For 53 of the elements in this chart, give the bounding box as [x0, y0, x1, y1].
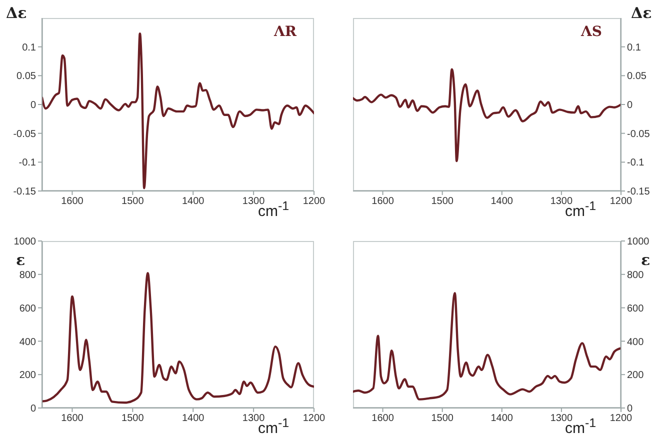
y2-axis-title: ε [641, 251, 650, 269]
y2-tick-label: 200 [627, 370, 644, 382]
y-tick-label: 0.1 [22, 42, 36, 54]
y2-tick-label: -0.15 [627, 186, 650, 198]
x-tick-label: 1400 [182, 413, 205, 424]
x-tick-label: 1500 [122, 196, 144, 208]
x-tick-label: 1600 [61, 413, 84, 424]
y2-tick-label: 0.1 [627, 42, 642, 54]
x-tick-label: 1200 [610, 196, 633, 208]
annotation: ΛS [581, 24, 602, 40]
y2-tick-label: 800 [627, 270, 644, 281]
y2-axis-title: Δε [631, 4, 652, 22]
y2-tick-label: 600 [627, 303, 644, 314]
x-tick-label: 1500 [431, 413, 454, 424]
y-tick-label: 800 [19, 270, 36, 281]
x-tick-label: 1600 [61, 196, 84, 208]
y-tick-label: -0.05 [13, 128, 36, 140]
x-tick-label: 1400 [490, 413, 514, 424]
x-tick-label: 1200 [302, 196, 326, 208]
line-series [353, 292, 621, 400]
line-series [353, 68, 621, 162]
y-axis-title: Δε [6, 4, 27, 22]
y2-tick-label: -0.05 [627, 128, 650, 140]
x-tick-label: 1500 [122, 413, 144, 424]
y2-tick-label: 400 [627, 336, 644, 348]
y-tick-label: 0.05 [16, 71, 36, 82]
x-tick-label: 1400 [182, 196, 205, 208]
y-axis-title: ε [16, 251, 26, 269]
y2-tick-label: 1000 [627, 236, 650, 248]
y-tick-label: 200 [19, 370, 36, 382]
y2-tick-label: 0.05 [627, 71, 647, 82]
x-tick-label: 1200 [302, 413, 326, 424]
x-tick-label: 1600 [372, 196, 394, 208]
x-tick-label: 1600 [372, 413, 394, 424]
annotation: ΛR [274, 24, 296, 40]
y-tick-label: 600 [19, 303, 36, 314]
y-tick-label: 1000 [14, 236, 36, 248]
y-tick-label: -0.1 [18, 158, 36, 169]
x-tick-label: 1300 [242, 413, 266, 424]
y-tick-label: 0 [30, 100, 36, 112]
x-tick-label: 1300 [242, 196, 266, 208]
x-tick-label: 1300 [550, 196, 574, 208]
y2-tick-label: -0.1 [627, 158, 645, 169]
y-tick-label: 0 [30, 404, 36, 415]
y2-tick-label: 0 [627, 100, 633, 112]
x-tick-label: 1400 [490, 196, 514, 208]
x-tick-label: 1200 [610, 413, 633, 424]
x-tick-label: 1500 [431, 196, 454, 208]
y-tick-label: -0.15 [13, 186, 36, 198]
y-tick-label: 400 [19, 336, 36, 348]
y2-tick-label: 0 [627, 404, 633, 415]
x-tick-label: 1300 [550, 413, 574, 424]
line-series [42, 272, 314, 404]
